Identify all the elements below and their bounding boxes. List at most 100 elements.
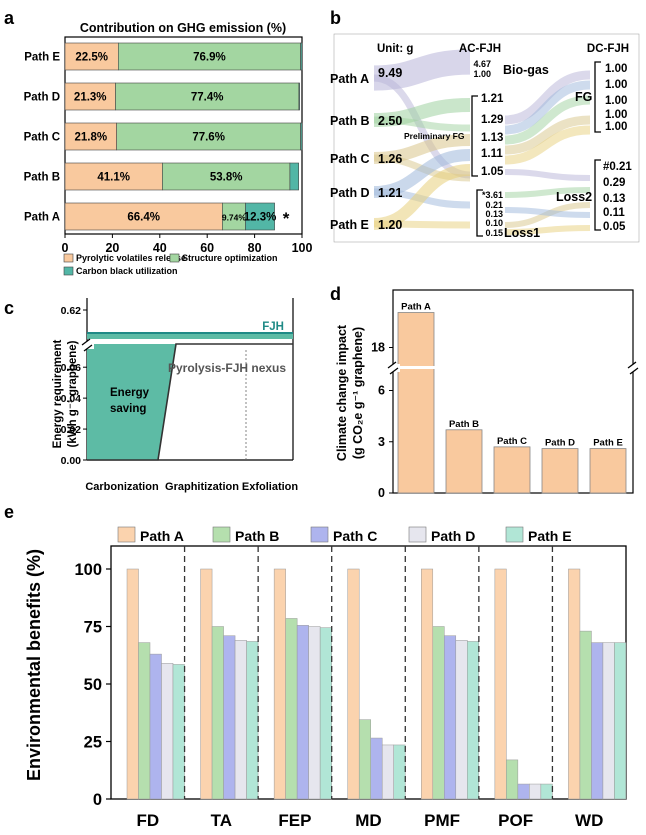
- panel-b-left-nodes: Path A 9.49 Path B 2.50 Path C 1.26 Path D 1.21…: [330, 66, 402, 232]
- b-flow-band: [504, 187, 591, 198]
- c-saving-label: saving: [110, 403, 146, 415]
- a-bar-segment: [64, 162, 163, 191]
- e-bar: [172, 664, 185, 800]
- a-bar-label: 22.5%: [75, 52, 108, 64]
- d-bar: [493, 446, 531, 494]
- d-bar-label: Path E: [593, 438, 623, 449]
- panel-b-middle-header: AC-FJH: [459, 43, 501, 55]
- e-category-label: FEP: [278, 811, 311, 830]
- a-x-tick-label: 100: [292, 241, 313, 255]
- e-legend-swatch: [212, 526, 231, 543]
- panel-d-y-label-2: (g CO₂e g⁻¹ graphene): [351, 327, 365, 459]
- a-x-tick-label: 0: [62, 241, 69, 255]
- panel-label-c: c: [4, 298, 14, 318]
- a-bar-segment: [64, 202, 223, 231]
- e-legend-label: Path D: [431, 528, 475, 544]
- e-bar: [591, 642, 604, 800]
- e-y-tick-label: 50: [84, 676, 102, 694]
- c-nexus-line: [87, 343, 293, 461]
- b-flow-band: [504, 95, 591, 145]
- b-path-value: 1.20: [378, 218, 402, 232]
- a-x-tick-label: 40: [153, 241, 167, 255]
- b-path-label: Path A: [330, 72, 369, 86]
- a-bar-segment: [118, 42, 301, 71]
- e-category-label: FD: [136, 811, 159, 830]
- c-stage-label: Graphitization: [165, 481, 239, 493]
- b-fg-value: 1.00: [605, 121, 627, 133]
- e-legend-swatch: [117, 526, 136, 543]
- b-bracket: [594, 61, 601, 133]
- e-category-label: PMF: [424, 811, 460, 830]
- e-bar: [494, 568, 507, 800]
- e-legend-swatch: [505, 526, 524, 543]
- c-y-tick-label: 0.06: [61, 362, 82, 374]
- b-prelim-fg-value: 1.05: [481, 166, 504, 178]
- a-legend-label: Carbon black utilization: [76, 266, 178, 276]
- a-x-tick-label: 60: [200, 241, 214, 255]
- b-loss1-value: 0.21: [485, 200, 503, 210]
- panel-b-sankey: Unit: g AC-FJH DC-FJH Path A 9.49 Path B 2.…: [330, 33, 640, 243]
- e-bar: [529, 783, 542, 800]
- a-bar-segment: [116, 122, 301, 151]
- e-legend-swatch: [408, 526, 427, 543]
- b-flow-band: [504, 125, 591, 165]
- d-axis-break-gap: [386, 364, 400, 372]
- e-bar: [517, 783, 530, 800]
- panel-b-unit-label: Unit: g: [377, 43, 413, 55]
- c-energy-saving-area: [87, 344, 176, 460]
- a-bar-label: 12.3%: [244, 212, 277, 224]
- a-legend-swatch: [169, 253, 180, 263]
- a-bar-label: 77.4%: [191, 92, 224, 104]
- b-fg-value: 1.00: [605, 63, 627, 75]
- e-bar: [285, 618, 298, 800]
- e-bar: [467, 641, 480, 800]
- e-bar: [370, 737, 383, 800]
- panel-a-title: Contribution on GHG emission (%): [80, 21, 286, 35]
- c-stage-label: Exfoliation: [242, 481, 299, 493]
- e-bar: [223, 635, 236, 800]
- b-loss2-value: 0.13: [603, 193, 625, 205]
- b-loss1-value: *3.61: [482, 190, 503, 200]
- e-category-label: MD: [355, 811, 381, 830]
- e-bar: [579, 630, 592, 800]
- panel-d-climate-chart: Climate change impact (g CO₂e g⁻¹ graphe…: [335, 289, 640, 500]
- e-bar: [614, 642, 627, 800]
- e-bar: [296, 625, 309, 800]
- e-category-label: WD: [575, 811, 603, 830]
- e-bar: [234, 640, 247, 800]
- e-legend-label: Path C: [333, 528, 377, 544]
- a-bar-label: 41.1%: [97, 172, 130, 184]
- e-bar: [126, 568, 139, 800]
- a-legend-swatch: [63, 266, 74, 276]
- e-y-tick-label: 75: [84, 619, 102, 637]
- b-path-value: 9.49: [378, 66, 402, 80]
- b-fg-value: 1.00: [605, 109, 627, 121]
- panel-e-plot: FD TA FEP MD PMF POF WD 0 25 50 75 100: [74, 545, 627, 830]
- a-bar-segment: [162, 162, 291, 191]
- d-y-tick-label: 0: [378, 486, 385, 500]
- d-axis-break-slash: [389, 367, 399, 375]
- panel-label-b: b: [330, 8, 341, 28]
- a-category-label: Path B: [24, 172, 60, 184]
- e-bar: [540, 783, 553, 800]
- panel-b-frame: [333, 33, 640, 243]
- c-fjh-band: [87, 333, 293, 339]
- a-category-label: Path D: [24, 92, 60, 104]
- e-bar: [161, 663, 174, 800]
- a-bar-segment: [64, 122, 117, 151]
- panel-c-y-label-1: Energy requirement: [52, 340, 64, 449]
- a-bar-segment: [245, 202, 275, 231]
- e-bar: [319, 627, 332, 800]
- b-path-value: 2.50: [378, 114, 402, 128]
- panel-c-y-label-2: (kWh g⁻¹ graphene): [67, 340, 79, 447]
- c-y-tick-label: 0.00: [61, 455, 82, 467]
- e-bar: [381, 744, 394, 800]
- b-flow-band: [504, 207, 591, 218]
- c-y-tick-label: 0.62: [61, 305, 82, 317]
- b-path-value: 1.26: [378, 152, 402, 166]
- c-stage-label: Carbonization: [85, 481, 159, 493]
- a-category-label: Path E: [24, 52, 60, 64]
- e-bar: [347, 568, 360, 800]
- a-legend-label: Structure optimization: [182, 253, 278, 263]
